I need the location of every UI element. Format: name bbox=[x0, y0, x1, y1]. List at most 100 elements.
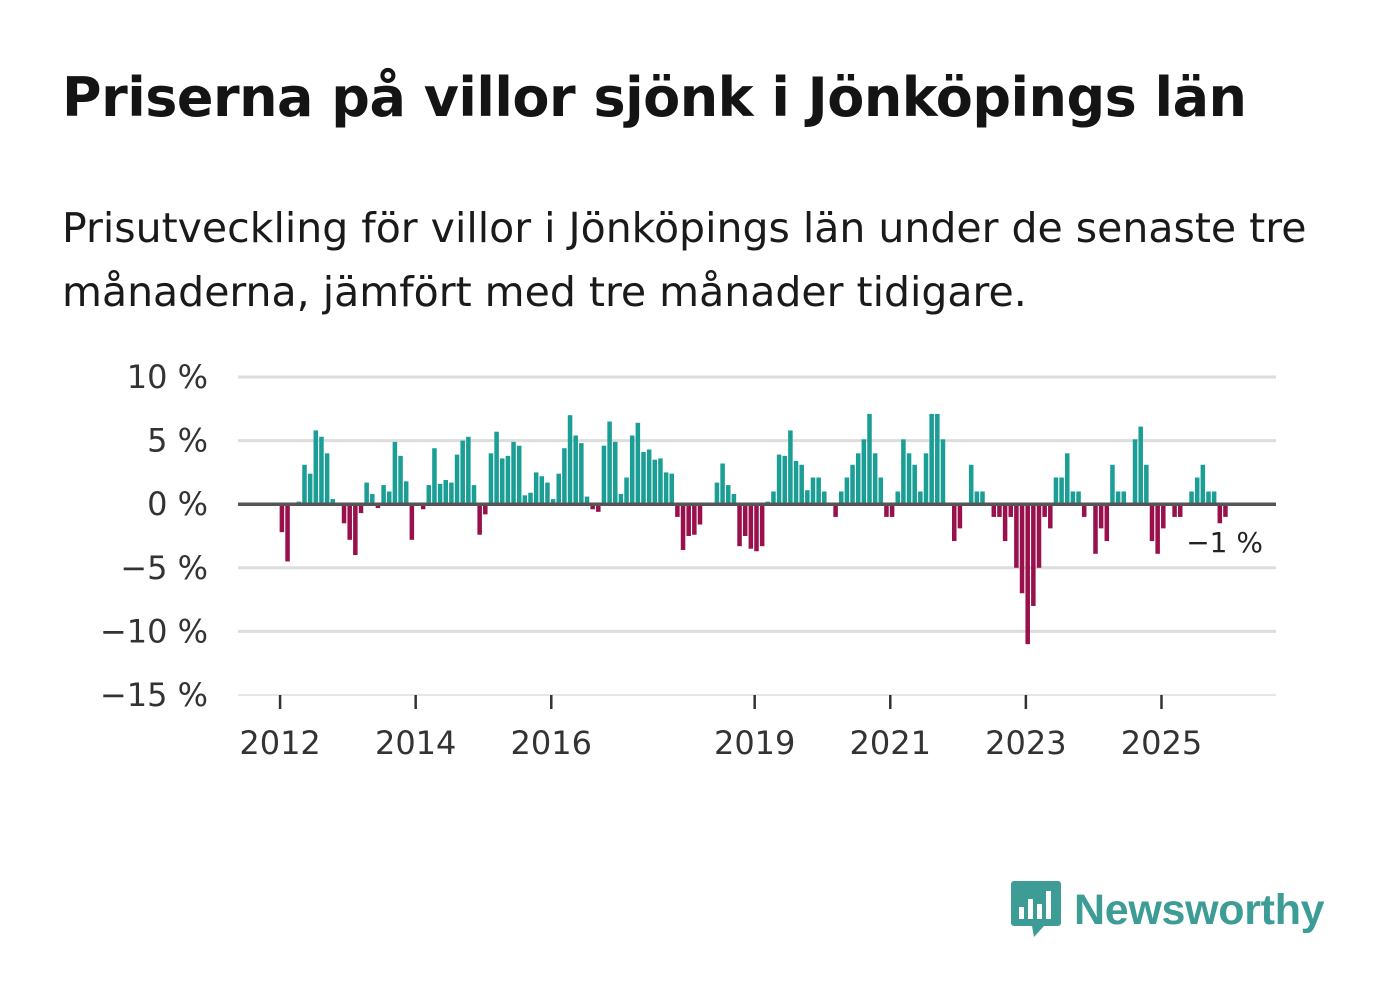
bar-positive bbox=[1053, 477, 1059, 505]
bar-positive bbox=[912, 464, 917, 505]
bar-negative bbox=[590, 504, 595, 510]
bar-positive bbox=[466, 436, 471, 505]
bar-positive bbox=[364, 482, 369, 505]
bar-negative bbox=[1149, 504, 1155, 542]
bar-positive bbox=[872, 453, 878, 505]
bar-positive bbox=[443, 480, 449, 505]
annotations: −1 % bbox=[1186, 526, 1263, 559]
bar-negative bbox=[754, 504, 759, 552]
bar-negative bbox=[1093, 504, 1098, 554]
bars bbox=[279, 413, 1228, 645]
bar-positive bbox=[940, 439, 946, 505]
bar-positive bbox=[1206, 491, 1211, 505]
bar-positive bbox=[454, 454, 460, 505]
bar-negative bbox=[477, 504, 482, 535]
bar-negative bbox=[347, 504, 352, 540]
bar-negative bbox=[1155, 504, 1160, 554]
bar-negative bbox=[742, 504, 748, 536]
bar-positive bbox=[816, 477, 821, 505]
bar-positive bbox=[771, 491, 776, 505]
bar-positive bbox=[319, 436, 324, 505]
bar-positive bbox=[782, 455, 788, 505]
bar-positive bbox=[528, 492, 533, 505]
bar-negative bbox=[991, 504, 997, 517]
newsworthy-brand[interactable]: Newsworthy bbox=[1010, 878, 1325, 942]
bar-negative bbox=[596, 504, 601, 512]
bar-positive bbox=[923, 453, 929, 505]
brand-name: Newsworthy bbox=[1074, 885, 1325, 934]
y-tick-label: −5 % bbox=[120, 549, 208, 587]
bar-negative bbox=[409, 504, 415, 540]
bar-positive bbox=[980, 491, 985, 505]
bar-negative bbox=[1217, 504, 1223, 524]
newsworthy-logo-icon bbox=[1011, 881, 1061, 937]
bar-negative bbox=[748, 504, 754, 549]
bar-positive bbox=[522, 495, 528, 505]
bar-positive bbox=[403, 481, 409, 505]
bar-positive bbox=[725, 485, 731, 505]
bar-positive bbox=[381, 485, 386, 505]
bar-negative bbox=[686, 504, 691, 536]
bar-negative bbox=[1161, 504, 1166, 529]
bar-positive bbox=[629, 435, 635, 505]
bar-negative bbox=[737, 504, 742, 547]
y-tick-label: 0 % bbox=[147, 485, 208, 523]
bar-positive bbox=[567, 415, 573, 505]
bar-positive bbox=[810, 477, 816, 505]
bar-positive bbox=[1121, 491, 1127, 505]
bar-negative bbox=[957, 504, 963, 529]
bar-positive bbox=[471, 485, 477, 505]
bar-positive bbox=[822, 491, 827, 505]
bar-positive bbox=[974, 491, 980, 505]
bar-negative bbox=[951, 504, 957, 542]
bar-positive bbox=[1064, 453, 1070, 505]
bar-negative bbox=[1042, 504, 1047, 517]
bar-negative bbox=[420, 504, 426, 510]
bar-negative bbox=[353, 504, 358, 556]
bar-negative bbox=[833, 504, 838, 517]
last-value-label: −1 % bbox=[1186, 526, 1263, 559]
chart-title: Priserna på villor sjönk i Jönköpings lä… bbox=[62, 66, 1247, 129]
bar-positive bbox=[550, 499, 556, 505]
bar-negative bbox=[884, 504, 889, 517]
bar-negative bbox=[997, 504, 1002, 517]
bar-negative bbox=[1008, 504, 1014, 517]
bar-positive bbox=[1070, 491, 1076, 505]
bar-positive bbox=[805, 490, 810, 505]
bar-negative bbox=[1098, 504, 1104, 529]
bar-positive bbox=[618, 494, 624, 505]
bar-positive bbox=[601, 445, 607, 505]
bar-negative bbox=[279, 504, 285, 533]
bar-positive bbox=[906, 453, 912, 505]
bar-positive bbox=[776, 454, 782, 505]
bar-positive bbox=[579, 443, 584, 505]
bar-positive bbox=[505, 455, 511, 505]
bar-negative bbox=[1172, 504, 1177, 517]
bar-positive bbox=[488, 453, 494, 505]
bar-positive bbox=[1076, 491, 1081, 505]
bar-positive bbox=[844, 477, 850, 505]
bar-positive bbox=[861, 439, 867, 505]
x-tick-label: 2025 bbox=[1121, 724, 1202, 762]
bar-negative bbox=[692, 504, 697, 535]
bar-positive bbox=[499, 458, 505, 505]
y-tick-label: 5 % bbox=[147, 422, 208, 460]
bar-negative bbox=[697, 504, 703, 525]
x-tick-label: 2012 bbox=[239, 724, 320, 762]
bar-positive bbox=[533, 472, 539, 505]
bar-negative bbox=[680, 504, 686, 550]
bar-positive bbox=[641, 452, 646, 505]
bar-negative bbox=[483, 504, 488, 515]
bar-positive bbox=[392, 441, 398, 505]
bar-negative bbox=[1019, 504, 1025, 594]
bar-positive bbox=[731, 494, 737, 505]
bar-positive bbox=[878, 477, 884, 505]
bar-negative bbox=[285, 504, 290, 562]
bar-positive bbox=[1132, 439, 1138, 505]
bar-positive bbox=[511, 441, 516, 505]
bar-positive bbox=[658, 458, 663, 505]
x-tick-label: 2021 bbox=[850, 724, 931, 762]
bar-positive bbox=[307, 473, 313, 505]
bar-positive bbox=[449, 482, 454, 505]
bar-negative bbox=[1014, 504, 1019, 568]
